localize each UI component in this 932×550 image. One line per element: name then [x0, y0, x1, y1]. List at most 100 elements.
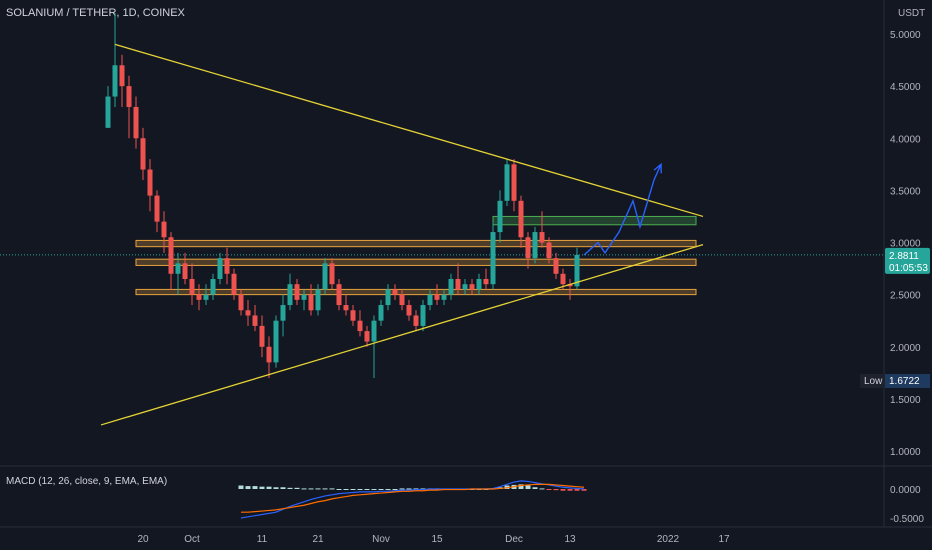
low-badge-value-bg [885, 374, 930, 388]
macd-histogram-bar [581, 489, 587, 491]
candle-body [462, 284, 468, 290]
candle [273, 315, 279, 368]
candle [315, 284, 321, 316]
candle-body [553, 258, 559, 274]
price-tick-label: 3.5000 [890, 186, 921, 197]
lower-trendline[interactable] [100, 243, 704, 426]
candle-body [231, 273, 237, 295]
candle-body [392, 289, 398, 295]
signal-line [241, 483, 585, 513]
candle [497, 190, 503, 243]
candle-body [406, 305, 412, 316]
candle [420, 299, 426, 332]
green-zone [492, 215, 697, 226]
price-axis[interactable]: 5.0000 4.5000 4.0000 3.5000 3.0000 2.5000 2.00… [890, 30, 921, 458]
candle [392, 284, 398, 300]
candle [448, 273, 454, 300]
candle [231, 268, 237, 300]
candle [483, 268, 489, 290]
macd-histogram-bar [574, 489, 580, 491]
candle-body [273, 320, 279, 363]
candle-body [525, 237, 531, 259]
candle-body [168, 237, 174, 274]
candle [140, 127, 146, 180]
candle [532, 226, 538, 264]
candle [217, 252, 223, 285]
time-tick-label: Oct [184, 534, 200, 545]
candle-body [378, 305, 384, 321]
candle [126, 75, 132, 139]
last-price-badge: 2.8811 01:05:53 [885, 247, 930, 274]
candle-body [189, 278, 195, 295]
candle-body [504, 164, 510, 201]
candle [280, 294, 286, 337]
macd-tick-label: 0.0000 [890, 485, 921, 496]
price-tick-label: 1.5000 [890, 395, 921, 406]
candle-body [574, 254, 580, 287]
price-tick-label: 1.0000 [890, 447, 921, 458]
candle [357, 310, 363, 337]
candle [224, 247, 230, 285]
macd-histogram-bar [238, 485, 244, 489]
symbol-title[interactable]: SOLANIUM / TETHER, 1D, COINEX [6, 7, 186, 19]
time-tick-label: 21 [312, 534, 324, 545]
candle [567, 278, 573, 300]
candle [434, 284, 440, 306]
candle [378, 299, 384, 326]
macd-histogram-bar [385, 489, 391, 490]
macd-histogram-bar [343, 489, 349, 490]
orange-zone-upper [135, 239, 697, 248]
macd-histogram-bar [539, 488, 545, 490]
last-price-badge-background [885, 247, 930, 274]
candle-body [336, 284, 342, 306]
candle-body [280, 305, 286, 321]
candle [385, 284, 391, 311]
candle-body [455, 278, 461, 290]
candle-body [140, 138, 146, 170]
candle-body [308, 294, 314, 311]
upper-trendline[interactable] [114, 43, 704, 218]
candle-body [357, 320, 363, 332]
price-tick-label: 4.5000 [890, 82, 921, 93]
time-tick-label: 2022 [657, 534, 680, 545]
macd-histogram-bar [350, 489, 356, 490]
time-tick-label: 20 [137, 534, 149, 545]
candle-body [448, 278, 454, 295]
macd-histogram-bar [308, 488, 314, 490]
candle-body [217, 258, 223, 279]
candle-body [511, 164, 517, 201]
candle [476, 273, 482, 295]
candle-body [196, 294, 202, 300]
candle [161, 211, 167, 253]
candle-body [546, 242, 552, 259]
candle-body [259, 325, 265, 347]
candle-body [567, 284, 573, 287]
time-axis[interactable]: 20 Oct 11 21 Nov 15 Dec 13 2022 17 [137, 534, 730, 545]
projection-path[interactable] [583, 164, 662, 256]
candle [119, 54, 125, 107]
macd-title[interactable]: MACD (12, 26, close, 9, EMA, EMA) [6, 476, 167, 487]
candle-body [343, 305, 349, 311]
candle [196, 284, 202, 311]
macd-histogram-bar [378, 489, 384, 490]
candle [371, 315, 377, 379]
currency-label: USDT [898, 8, 925, 19]
candle-body [315, 289, 321, 311]
projection-arrowhead [653, 162, 662, 174]
macd-histogram-bar [315, 488, 321, 490]
low-badge: Low 1.6722 [860, 374, 930, 388]
candle [210, 273, 216, 300]
candle-body [224, 258, 230, 274]
candle [490, 221, 496, 290]
candle [343, 294, 349, 316]
candle-body [560, 273, 566, 285]
candle [259, 315, 265, 358]
candle-body [350, 310, 356, 321]
candle [154, 190, 160, 233]
candle-body [119, 65, 125, 87]
macd-histogram-bar [266, 486, 272, 489]
candle-body [371, 320, 377, 342]
orange-zone-middle [135, 258, 697, 266]
candle-body [532, 232, 538, 259]
